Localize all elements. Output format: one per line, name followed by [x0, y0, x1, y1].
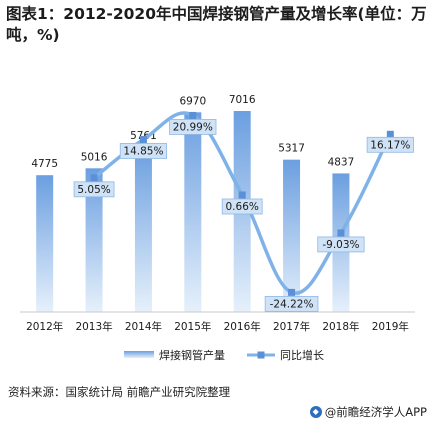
- growth-point: [386, 130, 394, 138]
- growth-value-label: 20.99%: [173, 121, 213, 133]
- x-tick-label: 2015年: [174, 320, 211, 333]
- growth-value-label: 16.17%: [370, 139, 410, 151]
- growth-point: [90, 174, 98, 182]
- brand-credit: ◆ @前瞻经济学人APP: [309, 404, 427, 420]
- growth-label-box: [119, 143, 168, 159]
- bar-3: [184, 112, 202, 313]
- chart-title: 图表1：2012-2020年中国焊接钢管产量及增长率(单位：万吨，%): [6, 5, 427, 44]
- growth-value-label: -24.22%: [270, 298, 314, 310]
- growth-value-label: 14.85%: [123, 145, 163, 157]
- growth-value-label: -9.03%: [322, 239, 359, 251]
- legend-line-label: 同比增长: [280, 348, 324, 362]
- bar-value-label: 5016: [81, 151, 108, 163]
- brand-label: @前瞻经济学人APP: [324, 405, 427, 419]
- x-tick-label: 2017年: [273, 320, 310, 333]
- bar-value-label: 4775: [31, 158, 58, 170]
- growth-line-layer: 5.05% 14.85% 20.99% 0.66% -24.22% -9.03% 16.17…: [73, 111, 414, 312]
- growth-point: [337, 229, 345, 237]
- growth-point: [238, 191, 246, 199]
- growth-label-box: [73, 181, 115, 198]
- bar-value-label: 6970: [179, 95, 206, 107]
- bar-value-label: 4837: [328, 156, 355, 168]
- x-tick-label: 2014年: [125, 320, 162, 333]
- source-note: 资料来源：国家统计局 前瞻产业研究院整理: [8, 385, 231, 399]
- x-tick-label: 2019年: [372, 320, 409, 333]
- growth-point: [288, 288, 296, 296]
- growth-value-label: 0.66%: [226, 201, 259, 213]
- bar-value-label: 5317: [278, 143, 305, 155]
- bar-2: [134, 146, 152, 312]
- growth-point: [189, 111, 197, 119]
- growth-label-box: [221, 198, 263, 215]
- growth-point: [139, 135, 147, 143]
- bar-5: [283, 159, 301, 312]
- growth-label-box: [317, 236, 365, 253]
- legend-bar-swatch: [124, 351, 154, 358]
- growth-label-box: [169, 119, 217, 135]
- legend-line-marker: [257, 351, 265, 359]
- bar-0: [36, 175, 54, 312]
- growth-label-box: [264, 295, 319, 312]
- x-tick-label: 2016年: [224, 320, 261, 333]
- bar-value-label: 7016: [229, 94, 256, 106]
- growth-value-label: 5.05%: [77, 184, 110, 196]
- x-tick-label: 2012年: [26, 320, 63, 333]
- growth-label-box: [366, 136, 414, 153]
- x-axis: 2012年 2013年 2014年 2015年 2016年 2017年 2018年 2019年: [20, 311, 415, 333]
- legend: 焊接钢管产量 同比增长: [124, 348, 324, 362]
- brand-logo-icon: ◆: [309, 406, 322, 418]
- legend-bar-label: 焊接钢管产量: [159, 348, 225, 362]
- x-tick-label: 2018年: [322, 320, 359, 333]
- bar-1: [85, 168, 103, 312]
- x-tick-label: 2013年: [75, 320, 112, 333]
